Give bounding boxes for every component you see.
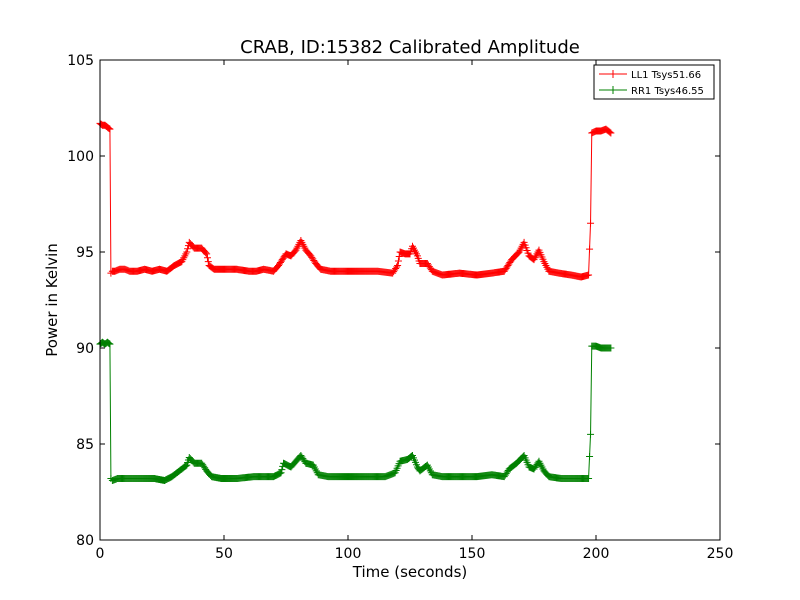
data-point-marker — [395, 252, 403, 260]
x-tick-label: 150 — [459, 546, 486, 562]
series-0 — [96, 119, 615, 281]
series-1 — [96, 338, 615, 484]
y-tick-label: 85 — [76, 437, 94, 453]
data-point-marker — [203, 250, 211, 258]
legend-label-rr1: RR1 Tsys46.55 — [631, 86, 704, 97]
y-axis-label: Power in Kelvin — [43, 243, 61, 357]
data-point-marker — [105, 340, 113, 348]
data-point-marker — [278, 466, 286, 474]
data-point-marker — [586, 452, 594, 460]
data-point-marker — [587, 430, 595, 438]
data-point-marker — [277, 469, 285, 477]
x-tick-label: 250 — [707, 546, 734, 562]
data-point-marker — [607, 129, 615, 137]
legend-entry-rr1: RR1 Tsys46.55 — [599, 86, 704, 97]
legend-label-ll1: LL1 Tsys51.66 — [631, 70, 701, 81]
legend-marker-ll1 — [609, 70, 617, 78]
legend-marker-rr1 — [609, 86, 617, 94]
data-point-marker — [585, 271, 593, 279]
data-point-marker — [105, 124, 113, 132]
data-point-marker — [586, 245, 594, 253]
data-point-marker — [182, 462, 190, 470]
legend: LL1 Tsys51.66 RR1 Tsys46.55 — [593, 64, 715, 100]
x-axis-label: Time (seconds) — [352, 563, 468, 581]
data-point-marker — [394, 261, 402, 269]
data-point-marker — [585, 475, 593, 483]
tick-layer: 0 50 100 150 200 250 80 85 90 95 100 105 — [67, 53, 733, 562]
y-tick-label: 105 — [67, 53, 94, 69]
legend-box — [593, 64, 715, 100]
y-tick-label: 90 — [76, 341, 94, 357]
plot-background — [100, 60, 720, 540]
x-tick-label: 50 — [215, 546, 233, 562]
chart-title: CRAB, ID:15382 Calibrated Amplitude — [240, 37, 580, 58]
x-tick-label: 0 — [96, 546, 105, 562]
x-tick-label: 100 — [335, 546, 362, 562]
data-point-marker — [587, 219, 595, 227]
data-point-marker — [203, 254, 211, 262]
x-tick-label: 200 — [583, 546, 610, 562]
data-point-marker — [394, 257, 402, 265]
data-point-marker — [202, 249, 210, 257]
y-tick-label: 80 — [76, 533, 94, 549]
series-layer — [96, 119, 615, 484]
data-point-marker — [104, 124, 112, 132]
data-point-marker — [606, 128, 614, 136]
data-point-marker — [106, 125, 114, 133]
data-point-marker — [204, 258, 212, 266]
plot-frame — [99, 59, 721, 541]
y-tick-label: 95 — [76, 245, 94, 261]
data-point-marker — [607, 344, 615, 352]
data-point-marker — [104, 339, 112, 347]
data-point-marker — [106, 340, 114, 348]
y-tick-label: 100 — [67, 149, 94, 165]
data-point-marker — [183, 248, 191, 256]
data-point-marker — [184, 245, 192, 253]
data-point-marker — [393, 263, 401, 271]
legend-entry-ll1: LL1 Tsys51.66 — [599, 70, 701, 81]
